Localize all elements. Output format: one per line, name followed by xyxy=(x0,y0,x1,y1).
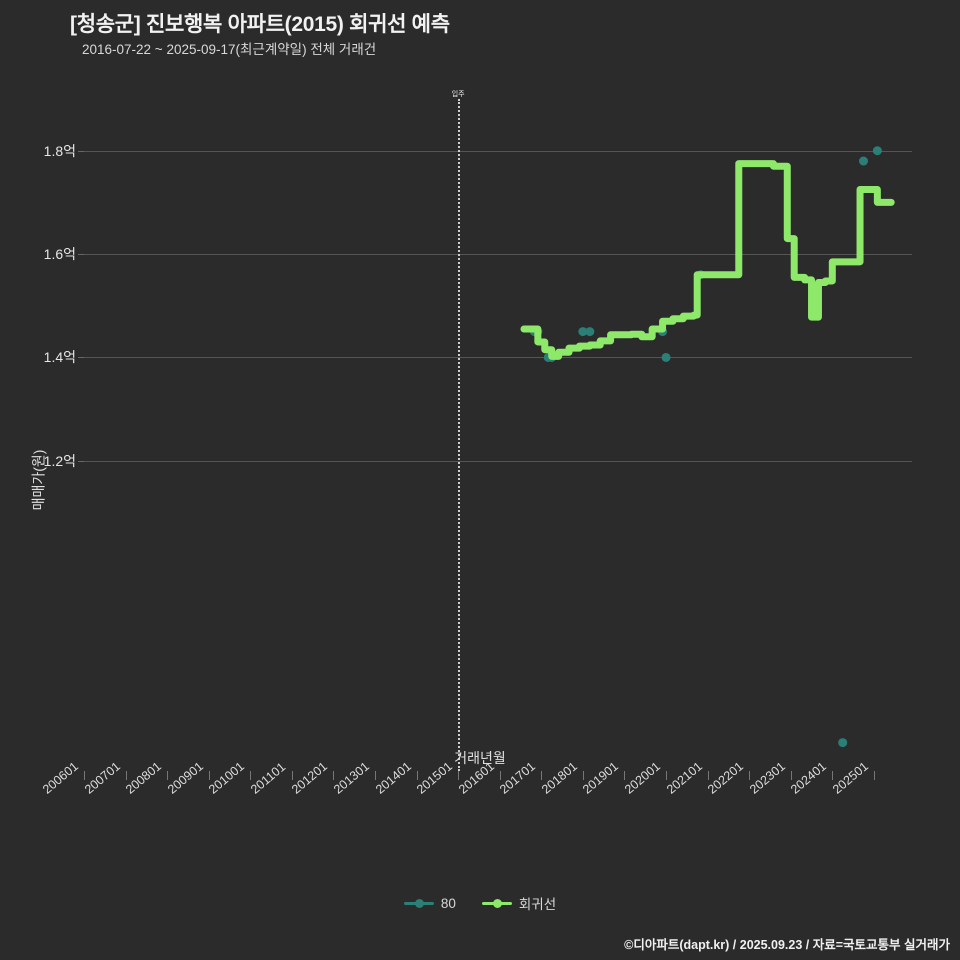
x-tick-mark xyxy=(208,771,210,780)
legend-item-regression[interactable]: 회귀선 xyxy=(481,893,557,913)
gridline xyxy=(84,357,912,359)
y-tick-mark xyxy=(78,150,84,152)
scatter-point[interactable] xyxy=(578,327,588,337)
x-tick-mark xyxy=(707,771,709,780)
y-tick-label: 1.4억 xyxy=(43,349,76,366)
x-tick-mark xyxy=(873,771,875,780)
footer-credit: ©디아파트(dapt.kr) / 2025.09.23 / 자료=국토교통부 실… xyxy=(624,938,950,952)
x-tick-mark xyxy=(416,771,418,780)
x-axis-title: 거래년월 xyxy=(454,750,506,766)
x-tick-mark xyxy=(541,771,543,780)
y-tick-mark xyxy=(78,460,84,462)
scatter-point[interactable] xyxy=(661,352,671,362)
legend-swatch-regression-icon xyxy=(481,897,512,909)
x-tick-mark xyxy=(167,771,169,780)
x-tick-mark xyxy=(375,771,376,780)
x-tick-mark xyxy=(582,771,584,780)
x-tick-mark xyxy=(832,771,834,780)
y-tick-label: 1.6억 xyxy=(43,246,76,263)
y-tick-label: 1.8억 xyxy=(43,142,76,159)
y-tick-mark xyxy=(78,254,84,256)
x-tick-mark xyxy=(499,771,501,780)
scatter-point[interactable] xyxy=(872,146,882,156)
legend-label-scatter: 80 xyxy=(440,895,456,911)
chart-subtitle: 2016-07-22 ~ 2025-09-17(최근계약일) 전체 거래건 xyxy=(82,42,377,57)
gridline xyxy=(84,150,912,152)
gridline xyxy=(84,460,912,462)
page-title: [청송군] 진보행복 아파트(2015) 회귀선 예측 xyxy=(70,13,450,36)
legend-item-scatter[interactable]: 80 xyxy=(403,895,456,911)
legend-swatch-scatter-icon xyxy=(403,897,434,909)
x-tick-mark xyxy=(333,771,335,780)
scatter-point[interactable] xyxy=(858,156,868,166)
x-tick-mark xyxy=(458,771,460,780)
x-tick-mark xyxy=(125,771,127,780)
regression-line xyxy=(520,160,895,360)
move-in-label: 입주 xyxy=(451,91,465,98)
y-tick-mark xyxy=(78,357,84,359)
move-in-dotted-line xyxy=(458,99,461,771)
series-layer xyxy=(520,146,895,748)
scatter-point[interactable] xyxy=(838,738,848,748)
x-tick-mark xyxy=(291,771,293,780)
y-tick-label: 1.2억 xyxy=(43,452,76,469)
chart-legend: 80 회귀선 xyxy=(0,893,960,913)
x-tick-mark xyxy=(624,771,626,780)
plot-area: 1.2억 1.4억 1.6억 1.8억 입주 xyxy=(44,91,912,771)
scatter-point[interactable] xyxy=(585,327,595,337)
x-tick-mark xyxy=(666,771,668,780)
x-tick-mark xyxy=(84,771,85,780)
gridline xyxy=(84,254,912,256)
x-tick-mark xyxy=(749,771,751,780)
x-tick-mark xyxy=(250,771,252,780)
x-tick-mark xyxy=(790,771,792,780)
legend-label-regression: 회귀선 xyxy=(518,897,557,912)
